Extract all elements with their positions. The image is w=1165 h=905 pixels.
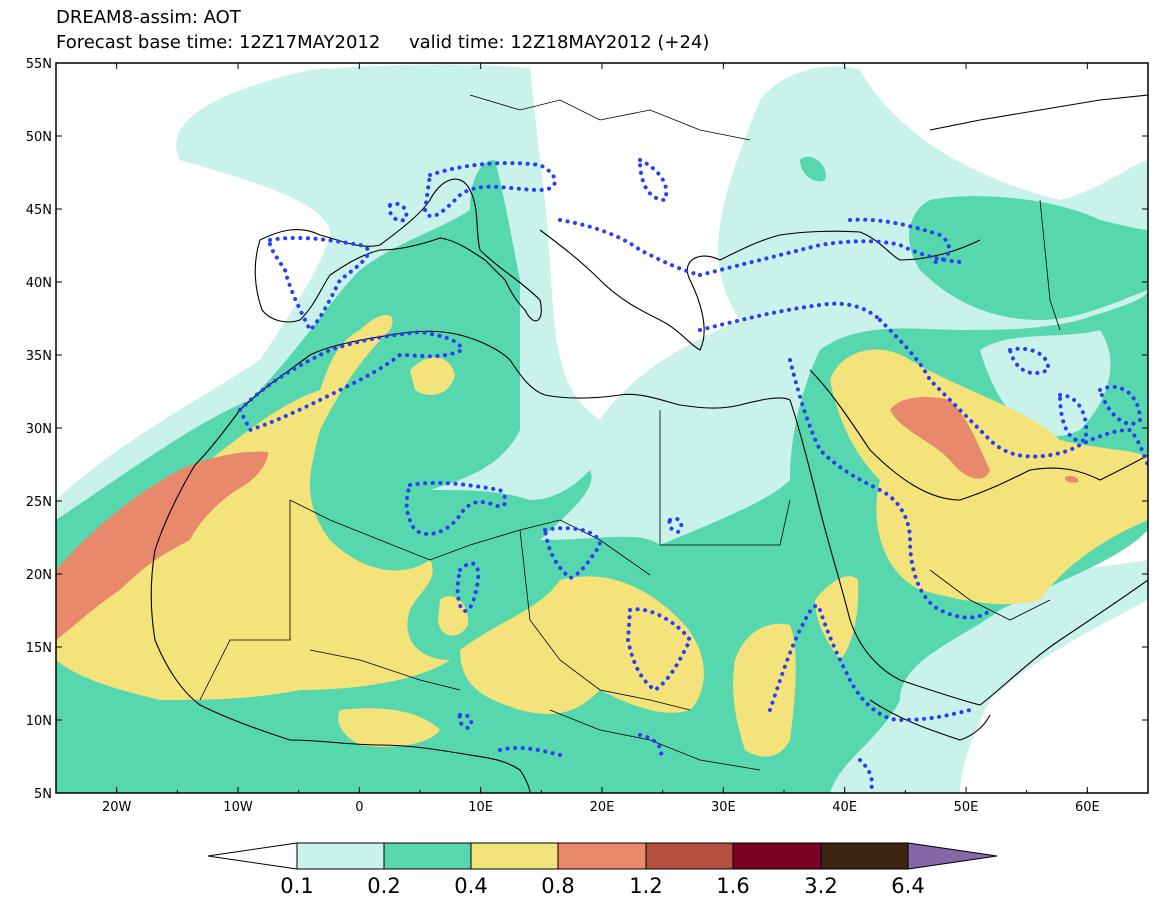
lon-tick-label: 30E [711,800,736,815]
lat-tick-label: 15N [26,641,52,656]
colorbar-labels: 0.1 0.2 0.4 0.8 1.2 1.6 3.2 6.4 [280,874,924,898]
lon-tick-label: 60E [1075,800,1100,815]
base-time: Forecast base time: 12Z17MAY2012 [56,32,381,53]
colorbar-swatch-0.8 [557,842,647,870]
lon-tick-label: 10E [468,800,493,815]
colorbar: 0.1 0.2 0.4 0.8 1.2 1.6 3.2 6.4 [207,842,998,898]
colorbar-label: 0.2 [367,874,400,898]
lon-tick-label: 40E [832,800,857,815]
lon-tick-label: 20E [590,800,615,815]
lon-tick-label: 50E [954,800,979,815]
colorbar-swatch-0.1 [296,842,385,870]
colorbar-label: 0.8 [541,874,574,898]
colorbar-high-arrow [907,842,998,870]
colorbar-label: 6.4 [891,874,924,898]
colorbar-swatch-3.2 [820,842,909,870]
colorbar-swatch-1.6 [732,842,822,870]
colorbar-label: 0.1 [280,874,313,898]
colorbar-swatch-1.2 [645,842,734,870]
map-title: DREAM8-assim: AOT [56,7,241,28]
colorbar-swatch-0.2 [383,842,472,870]
colorbar-label: 1.6 [716,874,749,898]
coastlines [150,94,1148,793]
forecast-time-line: Forecast base time: 12Z17MAY2012 valid t… [56,33,709,53]
lon-tick-label: 0 [355,800,363,815]
lat-tick-label: 35N [26,349,52,364]
valid-time: valid time: 12Z18MAY2012 (+24) [408,32,710,53]
lon-tick-label: 10W [223,800,253,815]
colorbar-label: 0.4 [454,874,487,898]
aot-fields [56,64,1148,793]
lat-tick-label: 25N [26,495,52,510]
colorbar-label: 1.2 [629,874,662,898]
aot-band-0.8 [56,397,1079,640]
colorbar-label: 3.2 [804,874,837,898]
lat-tick-label: 55N [26,57,52,72]
lat-tick-label: 10N [26,714,52,729]
colorbar-low-arrow [207,842,298,870]
lat-tick-label: 45N [26,203,52,218]
colorbar-swatch-0.4 [470,842,559,870]
obs-contours [237,156,1148,793]
lat-tick-label: 5N [34,787,52,802]
lon-tick-label: 20W [102,800,132,815]
lat-tick-label: 50N [26,130,52,145]
lat-tick-label: 40N [26,276,52,291]
axis-ticks: 5N 10N 15N 20N 25N 30N 35N 40N 45N 50N 55N 20W 10W 0 1… [26,57,1149,815]
lat-tick-label: 30N [26,422,52,437]
lat-tick-label: 20N [26,568,52,583]
